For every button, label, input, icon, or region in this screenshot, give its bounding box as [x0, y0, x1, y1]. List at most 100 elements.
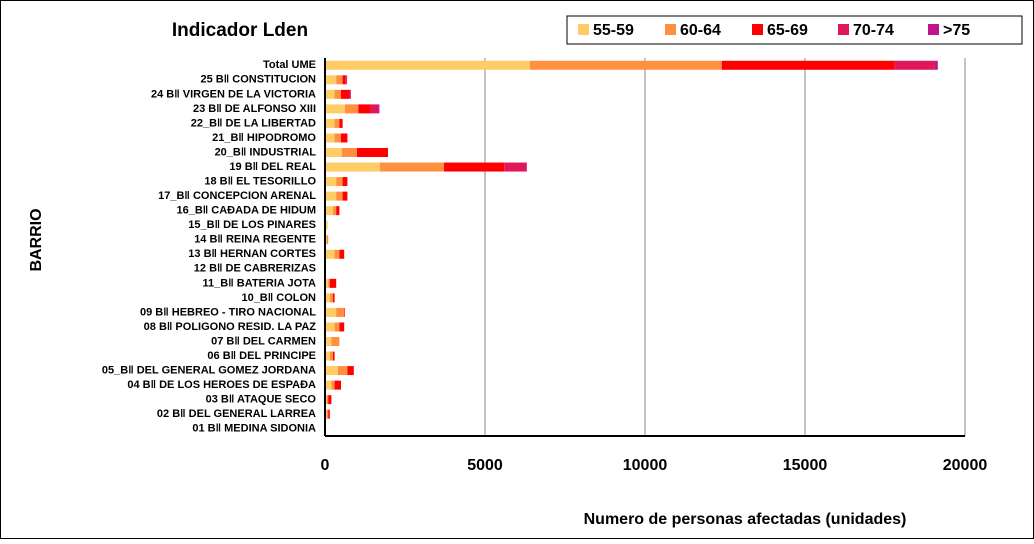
y-tick-label: 15_B‖ DE LOS PINARES: [188, 219, 316, 231]
bar-segment: [339, 250, 344, 259]
y-tick-label: 14 B‖ REINA REGENTE: [194, 234, 316, 246]
y-tick-label: 18 B‖ EL TESORILLO: [204, 175, 316, 187]
bar-segment: [325, 61, 530, 70]
y-tick-label: 08 B‖ POLIGONO RESID. LA PAZ: [144, 321, 317, 333]
bar-segment: [935, 61, 938, 70]
y-tick-label: 09 B‖ HEBREO - TIRO NACIONAL: [140, 306, 316, 318]
bar-segment: [325, 308, 336, 317]
bar-segment: [370, 104, 378, 113]
bar-segment: [346, 75, 347, 84]
bar-segment: [336, 308, 344, 317]
bar-segment: [342, 148, 357, 157]
bar-segment: [357, 148, 388, 157]
bar-segment: [330, 279, 336, 288]
bar-segment: [722, 61, 895, 70]
bar-segment: [339, 119, 342, 128]
bar-segment: [349, 90, 351, 99]
bar-segment: [335, 250, 340, 259]
bar-segment: [333, 352, 335, 361]
y-tick-label: 06 B‖ DEL PRINCIPE: [207, 350, 316, 362]
bar-segment: [380, 163, 444, 172]
bar-segment: [335, 133, 341, 142]
bar-segment: [325, 322, 335, 331]
bar-segment: [328, 279, 330, 288]
bar-segment: [343, 177, 348, 186]
bar-segment: [895, 61, 935, 70]
y-tick-label: 04 B‖ DE LOS HEROES DE ESPAÐA: [127, 379, 316, 391]
y-tick-label: 25 B‖ CONSTITUCION: [201, 74, 317, 86]
bar-segment: [504, 163, 526, 172]
legend-label: 55-59: [593, 22, 634, 39]
bar-segment: [325, 133, 335, 142]
x-tick-label: 5000: [467, 457, 503, 474]
y-tick-label: 20_B‖ INDUSTRIAL: [215, 146, 317, 158]
bar-segment: [338, 366, 348, 375]
bar-segment: [347, 366, 353, 375]
y-tick-label: 02 B‖ DEL GENERAL LARREA: [157, 408, 316, 420]
y-tick-label: 22_B‖ DE LA LIBERTAD: [191, 117, 316, 129]
bar-segment: [325, 366, 338, 375]
bar-segment: [330, 352, 333, 361]
bar-segment: [325, 163, 380, 172]
bar-segment: [341, 90, 349, 99]
x-tick-label: 20000: [943, 457, 988, 474]
y-tick-label: 11_B‖ BATERIA JOTA: [203, 277, 317, 289]
bar-segment: [325, 148, 342, 157]
bar-segment: [328, 395, 331, 404]
bar-segment: [343, 192, 348, 201]
bar-segment: [325, 177, 336, 186]
legend-label: 65-69: [767, 22, 808, 39]
bar-segment: [339, 322, 344, 331]
bar-segment: [378, 104, 379, 113]
bar-segment: [325, 104, 345, 113]
x-tick-label: 15000: [783, 457, 828, 474]
y-tick-label: 01 B‖ MEDINA SIDONIA: [192, 423, 316, 435]
bar-segment: [331, 381, 334, 390]
legend-swatch: [752, 24, 763, 35]
legend-label: 60-64: [680, 22, 721, 39]
y-tick-label: 21_B‖ HIPODROMO: [212, 132, 316, 144]
bar-segment: [333, 206, 336, 215]
bar-segment: [331, 337, 339, 346]
bar-segment: [325, 250, 335, 259]
y-tick-label: 16_B‖ CAÐADA DE HIDUM: [176, 205, 316, 217]
bar-segment: [335, 90, 341, 99]
legend-label: >75: [943, 22, 970, 39]
bar-segment: [325, 192, 336, 201]
bar-segment: [358, 104, 370, 113]
y-tick-label: 19 B‖ DEL REAL: [229, 161, 316, 173]
y-tick-label: 03 B‖ ATAQUE SECO: [206, 394, 317, 406]
legend-swatch: [578, 24, 589, 35]
y-tick-label: 12 B‖ DE CABRERIZAS: [194, 263, 316, 275]
chart-title: Indicador Lden: [172, 20, 308, 41]
bar-segment: [343, 75, 346, 84]
bar-segment: [325, 75, 336, 84]
bar-segment: [526, 163, 527, 172]
y-tick-label: Total UME: [263, 59, 316, 71]
y-tick-label: 10_B‖ COLON: [241, 292, 316, 304]
bar-segment: [336, 177, 342, 186]
bar-segment: [327, 395, 329, 404]
bar-segment: [530, 61, 722, 70]
legend-swatch: [928, 24, 939, 35]
y-tick-label: 13 B‖ HERNAN CORTES: [188, 248, 316, 260]
bar-segment: [333, 293, 335, 302]
y-tick-label: 17_B‖ CONCEPCION ARENAL: [158, 190, 316, 202]
x-tick-label: 10000: [623, 457, 668, 474]
bar-segment: [325, 206, 333, 215]
bar-segment: [336, 192, 342, 201]
bar-segment: [344, 308, 345, 317]
bar-segment: [328, 410, 330, 419]
legend-swatch: [665, 24, 676, 35]
bar-segment: [336, 206, 339, 215]
bar-segment: [325, 119, 335, 128]
legend-label: 70-74: [853, 22, 894, 39]
bar-segment: [327, 410, 329, 419]
y-axis-label: BARRIO: [28, 208, 45, 271]
y-tick-label: 05_B‖ DEL GENERAL GOMEZ JORDANA: [102, 364, 316, 376]
y-tick-label: 24 B‖ VIRGEN DE LA VICTORIA: [151, 88, 316, 100]
bar-segment: [336, 75, 342, 84]
bar-segment: [325, 90, 335, 99]
bar-segment: [335, 381, 341, 390]
